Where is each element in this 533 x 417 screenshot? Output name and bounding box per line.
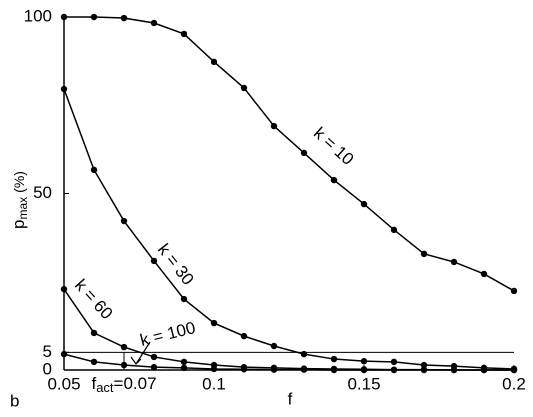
data-point [300,149,308,157]
x-axis-label: f [288,389,293,408]
data-point [300,350,308,358]
data-point [330,176,338,184]
data-point [90,13,98,21]
data-point [150,257,158,265]
data-point [390,358,398,366]
data-point [360,357,368,365]
data-point [390,226,398,234]
y-label-text: p [9,219,28,228]
data-point [420,361,428,369]
data-point [90,166,98,174]
data-point [450,366,458,374]
data-point [360,366,368,374]
x-tick-label-sub: act [96,380,114,395]
data-point [150,353,158,361]
x-tick-label: 0.1 [202,374,226,393]
data-point [120,14,128,22]
series-line [64,16,515,292]
data-point [90,329,98,337]
data-point [180,30,188,38]
series-label: k = 100 [138,318,197,350]
data-point [330,366,338,374]
y-tick-label: 100 [24,6,52,25]
data-point [270,122,278,130]
data-point [120,343,128,351]
data-point [210,365,218,373]
data-point [390,366,398,374]
series-line [63,88,515,370]
x-tick-label: 0.15 [347,374,380,393]
series-label: k = 30 [154,240,198,289]
x-tick-label: fact=0.07 [91,374,156,395]
y-axis-label: pmax (%) [9,171,30,229]
x-tick-label: 0.2 [502,374,526,393]
data-point [60,13,68,21]
data-point [480,366,488,374]
series-line [63,353,514,371]
data-point [120,217,128,225]
series-label: k = 60 [71,276,116,323]
data-point [240,332,248,340]
data-point [180,358,188,366]
data-point [270,366,278,373]
data-point [150,363,158,371]
data-point [330,355,338,363]
data-point [450,258,458,266]
data-point [90,358,98,366]
data-point [360,200,368,208]
data-point [180,364,188,372]
data-point [300,366,308,373]
y-label-sub: max [16,197,30,220]
data-point [150,19,158,27]
arrow [130,341,151,365]
y-tick-label: 0 [43,359,52,378]
y-tick-label: 5 [43,342,52,361]
data-point [120,361,128,369]
data-point [420,250,428,258]
data-point [510,287,518,295]
data-point [270,342,278,350]
data-point [210,319,218,327]
y-label-unit: (%) [11,171,27,193]
data-point [60,85,68,93]
x-tick-label: 0.05 [47,374,80,393]
x-tick-label-rest: =0.07 [114,374,157,393]
x-tick-label-text: f [91,374,96,393]
data-point [240,366,248,373]
data-point [210,58,218,66]
data-point [240,84,248,92]
data-point [480,270,488,278]
data-point [60,285,68,293]
data-point [510,366,518,374]
data-point [60,350,68,358]
data-point [180,295,188,303]
series-label: k = 10 [310,124,357,169]
data-point [420,366,428,374]
y-tick-label: 50 [33,183,52,202]
panel-label: b [10,391,19,410]
